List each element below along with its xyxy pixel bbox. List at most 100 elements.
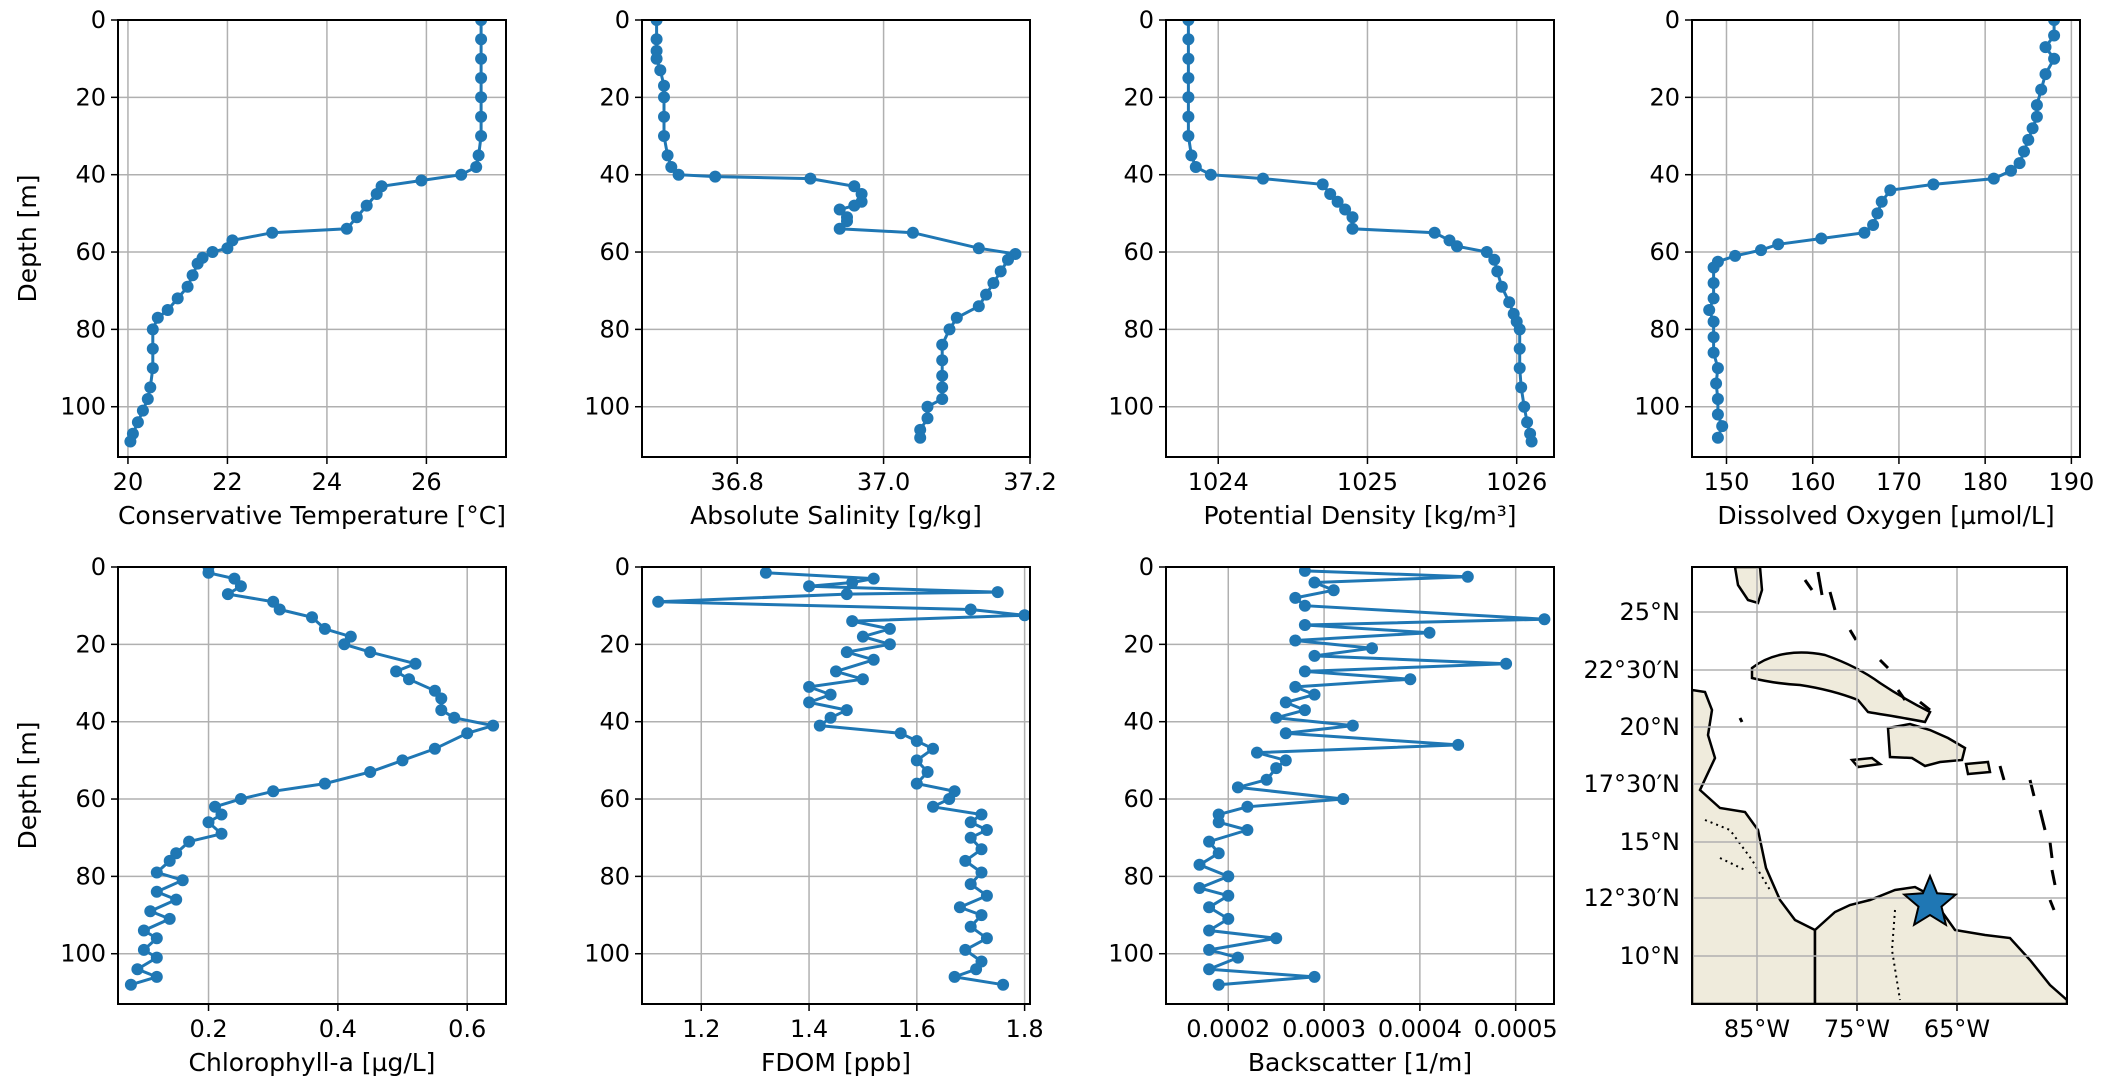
y-tick-label: 40 [1123, 161, 1154, 189]
data-point [1707, 331, 1720, 344]
x-tick-label: 1.6 [898, 1015, 936, 1043]
data-point [171, 292, 184, 305]
data-point [936, 354, 949, 367]
data-point [1711, 393, 1724, 405]
map-lat-label: 22°30′N [1584, 656, 1680, 684]
data-point [1189, 161, 1202, 173]
data-point [136, 404, 149, 417]
data-point [848, 199, 861, 212]
data-point [1308, 649, 1321, 662]
data-point [1500, 657, 1513, 670]
data-point [1815, 232, 1828, 245]
map-inset: 85°W 75°W 65°W 25°N 22°30′N 20°N 17°30′N… [1584, 566, 2068, 1043]
data-point [867, 653, 880, 666]
data-point [1366, 642, 1378, 655]
data-point [840, 704, 853, 717]
y-tick-label: 40 [599, 708, 630, 736]
data-point [1518, 400, 1531, 413]
data-point [1772, 238, 1785, 251]
data-point [131, 416, 144, 429]
data-point [1257, 172, 1269, 185]
x-tick-label: 26 [411, 468, 442, 496]
data-point [1182, 20, 1195, 26]
data-point [883, 638, 896, 651]
data-point [475, 130, 488, 142]
data-point [980, 889, 993, 902]
data-point [141, 393, 154, 405]
data-point [991, 586, 1004, 599]
series-group [1703, 20, 2061, 444]
data-point [709, 170, 722, 183]
data-point [1324, 188, 1337, 200]
data-point [221, 588, 234, 601]
y-axis-label: Depth [m] [13, 175, 42, 303]
data-point [2030, 99, 2043, 112]
series-group [124, 567, 500, 991]
data-point [1298, 704, 1311, 717]
data-point [953, 901, 966, 914]
data-point [131, 963, 144, 976]
x-tick-label: 170 [1876, 468, 1922, 496]
data-point [803, 696, 816, 709]
data-point [948, 970, 961, 983]
data-point [658, 110, 670, 123]
data-point [1423, 626, 1436, 639]
data-point [150, 932, 163, 945]
data-point [840, 646, 853, 659]
data-point [1251, 746, 1263, 759]
x-tick-label: 0.2 [189, 1015, 227, 1043]
y-tick-label: 80 [1649, 315, 1680, 343]
data-point [475, 72, 488, 84]
y-tick-label: 80 [75, 315, 106, 343]
data-point [475, 33, 488, 46]
data-point [144, 905, 157, 918]
data-point [1260, 773, 1273, 786]
data-point [150, 866, 163, 879]
data-point [151, 311, 164, 324]
data-point [364, 646, 377, 659]
data-point [1289, 680, 1302, 693]
data-point [1182, 110, 1195, 123]
data-point [1755, 244, 1767, 257]
x-axis-label: Dissolved Oxygen [µmol/L] [1717, 501, 2054, 530]
y-tick-label: 100 [1108, 393, 1154, 421]
data-point [1298, 599, 1311, 612]
map-lat-label: 10°N [1620, 942, 1681, 970]
data-point [181, 280, 194, 293]
data-point [848, 180, 861, 193]
x-axis-label: Conservative Temperature [°C] [118, 501, 506, 530]
data-point [2026, 122, 2039, 135]
data-point [1241, 824, 1254, 836]
data-point [994, 265, 1007, 278]
x-axis-label: Potential Density [kg/m³] [1203, 501, 1516, 530]
y-tick-label: 60 [1123, 238, 1154, 266]
data-point [1525, 435, 1538, 448]
x-tick-label: 180 [1962, 468, 2008, 496]
y-tick-label: 100 [1108, 940, 1154, 968]
data-point [975, 808, 988, 821]
profile-panel: 150 160 170 180 190 0 20 40 60 80 100 Dissolved Oxy… [1634, 6, 2094, 530]
data-point [921, 412, 934, 425]
data-point [970, 963, 983, 976]
data-point [975, 866, 988, 879]
data-point [921, 400, 934, 413]
data-point [840, 588, 853, 601]
y-tick-label: 80 [75, 862, 106, 890]
y-tick-label: 0 [1139, 553, 1154, 581]
data-point [475, 110, 488, 123]
y-tick-label: 40 [75, 161, 106, 189]
series-line [128, 20, 483, 442]
data-point [975, 843, 988, 856]
data-point [146, 342, 159, 355]
data-point [206, 246, 219, 258]
data-point [306, 611, 318, 624]
x-tick-label: 1.4 [790, 1015, 828, 1043]
map-lat-label: 12°30′N [1584, 884, 1680, 912]
y-tick-label: 40 [75, 708, 106, 736]
data-point [804, 172, 817, 185]
data-point [1203, 963, 1216, 976]
y-tick-label: 20 [1123, 630, 1154, 658]
data-point [964, 878, 977, 891]
data-point [1002, 253, 1014, 266]
data-point [1279, 727, 1292, 740]
